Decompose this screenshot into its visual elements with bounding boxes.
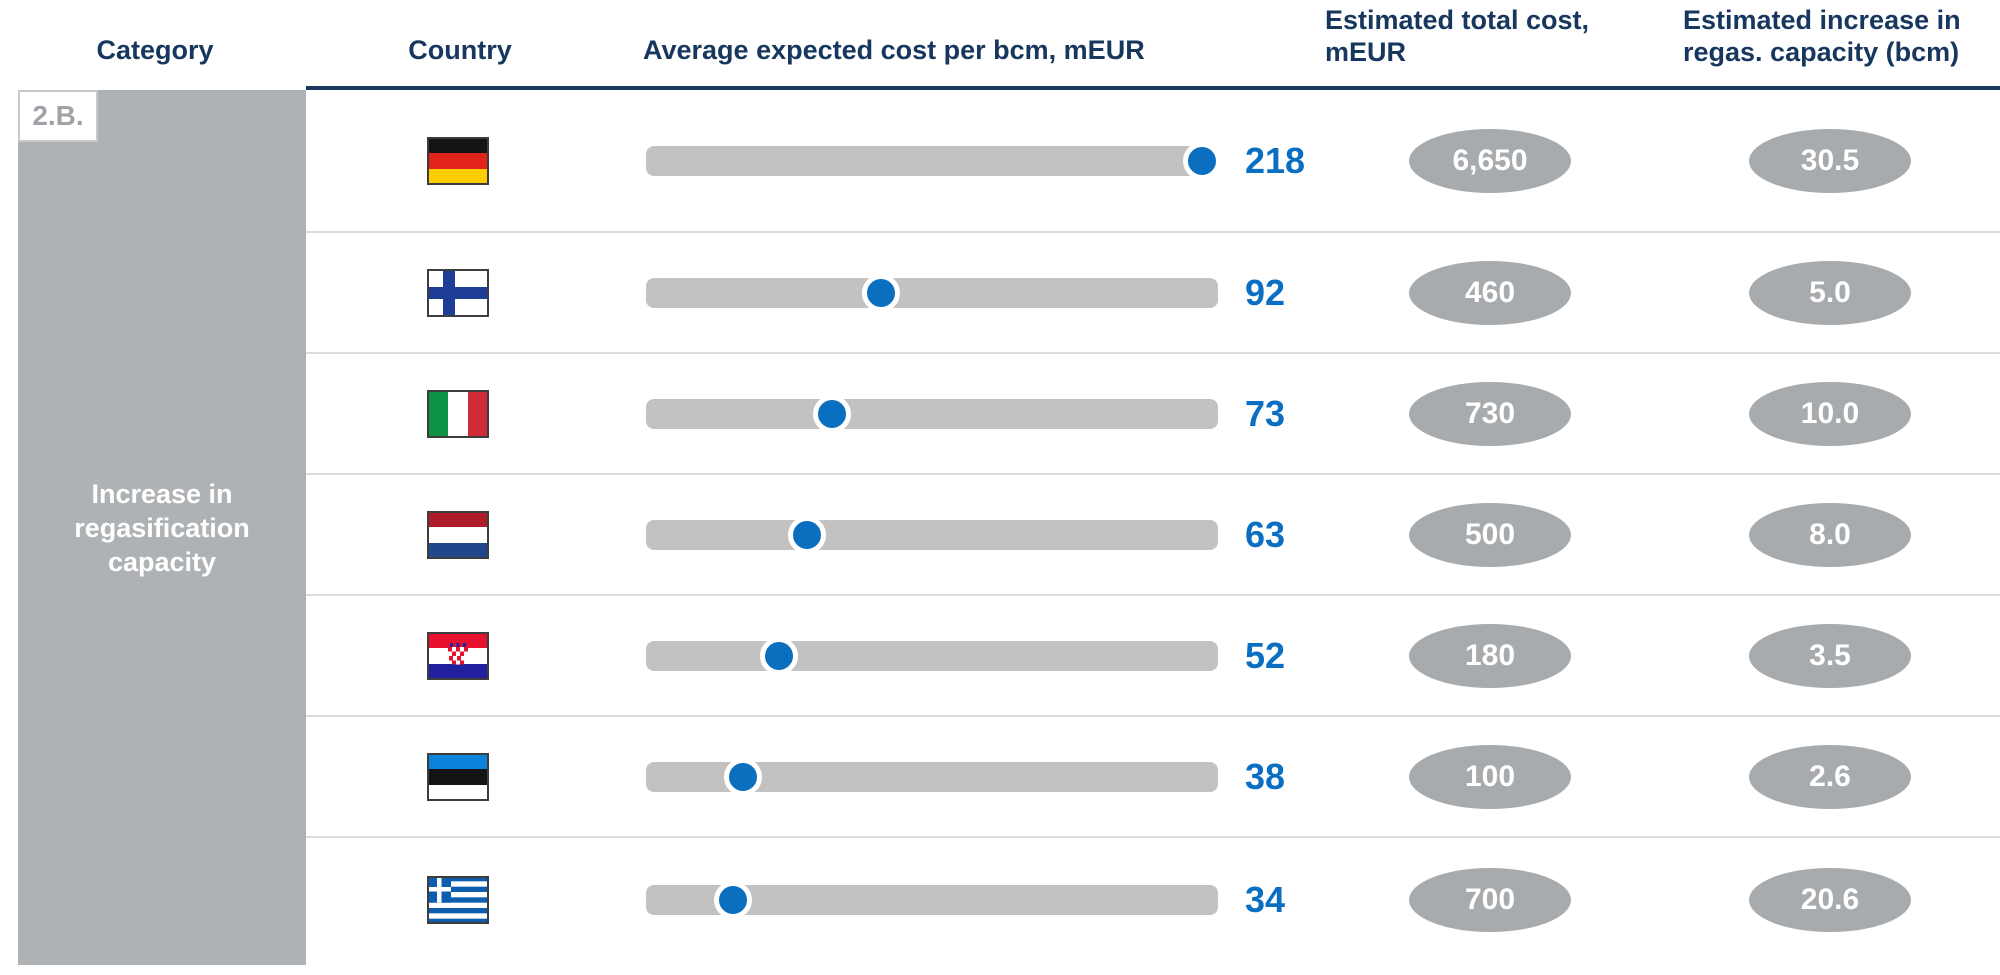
table-row: 92 460 5.0 xyxy=(306,231,2000,352)
cost-scale-bar xyxy=(646,277,1218,308)
avg-cost-value: 73 xyxy=(1245,392,1286,434)
column-header-avg-cost: Average expected cost per bcm, mEUR xyxy=(643,35,1145,65)
total-cost-badge: 100 xyxy=(1409,744,1571,809)
table-row: 73 730 10.0 xyxy=(306,352,2000,473)
avg-cost-value: 63 xyxy=(1245,513,1286,555)
cost-dot-marker xyxy=(723,757,762,796)
cost-dot-marker xyxy=(861,273,900,312)
regas-capacity-badge: 30.5 xyxy=(1749,128,1911,193)
total-cost-badge: 460 xyxy=(1409,260,1571,325)
cost-dot-marker xyxy=(713,880,752,919)
column-header-category: Category xyxy=(96,35,214,65)
country-flag-icon-italy xyxy=(427,389,489,438)
cost-scale-bar xyxy=(646,145,1218,176)
regas-capacity-badge: 10.0 xyxy=(1749,381,1911,446)
table-body: 218 6,650 30.5 92 460 5.0 73 730 10.0 63… xyxy=(306,90,2000,961)
category-label: Increase in regasification capacity xyxy=(74,478,250,577)
category-tag-badge: 2.B. xyxy=(18,90,98,142)
table-row: 63 500 8.0 xyxy=(306,473,2000,594)
regas-capacity-badge: 3.5 xyxy=(1749,623,1911,688)
total-cost-badge: 700 xyxy=(1409,867,1571,932)
total-cost-badge: 730 xyxy=(1409,381,1571,446)
category-sidebar: 2.B. Increase in regasification capacity xyxy=(18,90,306,965)
cost-scale-bar xyxy=(646,640,1218,671)
column-header-total-cost: Estimated total cost, mEUR xyxy=(1325,5,1590,67)
table-row: 52 180 3.5 xyxy=(306,594,2000,715)
table-row: 34 700 20.6 xyxy=(306,836,2000,961)
total-cost-badge: 500 xyxy=(1409,502,1571,567)
cost-scale-bar xyxy=(646,398,1218,429)
total-cost-badge: 180 xyxy=(1409,623,1571,688)
cost-scale-bar xyxy=(646,519,1218,550)
avg-cost-value: 34 xyxy=(1245,878,1286,920)
total-cost-badge: 6,650 xyxy=(1409,128,1571,193)
avg-cost-value: 38 xyxy=(1245,755,1286,797)
cost-dot-marker xyxy=(759,636,798,675)
regas-capacity-badge: 8.0 xyxy=(1749,502,1911,567)
country-flag-icon-estonia xyxy=(427,752,489,801)
avg-cost-value: 92 xyxy=(1245,271,1286,313)
header-underline xyxy=(306,86,2000,90)
cost-dot-marker xyxy=(787,515,826,554)
avg-cost-value: 52 xyxy=(1245,634,1286,676)
table-row: 38 100 2.6 xyxy=(306,715,2000,836)
cost-dot-marker xyxy=(813,394,852,433)
country-flag-icon-finland xyxy=(427,268,489,317)
regas-capacity-badge: 5.0 xyxy=(1749,260,1911,325)
cost-dot-marker xyxy=(1183,141,1221,180)
avg-cost-value: 218 xyxy=(1245,139,1306,181)
country-flag-icon-germany xyxy=(427,136,489,185)
country-flag-icon-greece xyxy=(427,875,489,924)
column-header-country: Country xyxy=(408,35,512,65)
regas-capacity-badge: 20.6 xyxy=(1749,867,1911,932)
country-flag-icon-croatia xyxy=(427,631,489,680)
table-row: 218 6,650 30.5 xyxy=(306,90,2000,231)
regas-capacity-badge: 2.6 xyxy=(1749,744,1911,809)
country-flag-icon-netherlands xyxy=(427,510,489,559)
column-header-regas-capacity: Estimated increase in regas. capacity (b… xyxy=(1683,5,1961,67)
